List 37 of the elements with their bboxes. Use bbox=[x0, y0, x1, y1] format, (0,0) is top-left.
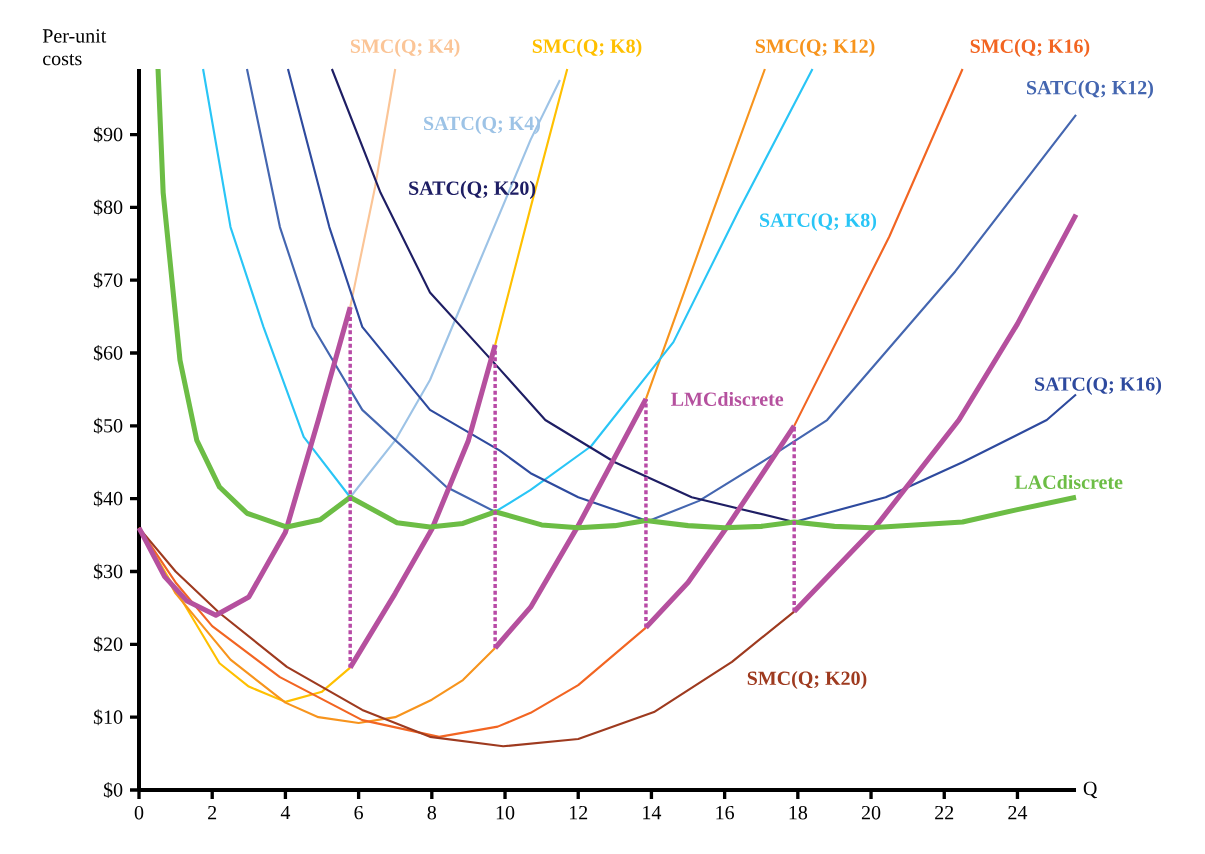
y-tick-label: $30 bbox=[93, 563, 123, 580]
x-tick-label: 20 bbox=[861, 805, 881, 820]
x-tick-label: 10 bbox=[496, 805, 515, 820]
x-tick-label: 8 bbox=[427, 805, 437, 820]
x-tick-label: 6 bbox=[354, 805, 364, 820]
y-tick-label: $40 bbox=[93, 490, 123, 507]
x-tick-label: 2 bbox=[208, 805, 217, 820]
y-tick-label: $50 bbox=[93, 417, 123, 434]
x-tick-label: 16 bbox=[716, 805, 735, 820]
series-label: SMC(Q; K12) bbox=[755, 38, 875, 57]
x-tick-label: 0 bbox=[134, 805, 144, 820]
x-tick-label: 4 bbox=[280, 805, 291, 820]
y-tick-label: $60 bbox=[93, 345, 123, 362]
y-tick-label: $70 bbox=[93, 272, 123, 289]
x-tick-label: 18 bbox=[789, 805, 808, 820]
x-tick-label: 12 bbox=[569, 805, 588, 820]
y-tick-label: $20 bbox=[93, 636, 123, 653]
series-label: SMC(Q; K8) bbox=[532, 38, 642, 57]
series-label: SATC(Q; K16) bbox=[1035, 376, 1162, 395]
x-tick-label: 24 bbox=[1008, 805, 1028, 820]
series-label: SMC(Q; K20) bbox=[747, 670, 867, 690]
series-label: SATC(Q; K12) bbox=[1027, 80, 1153, 99]
y-tick-label: $10 bbox=[93, 709, 123, 726]
series-label: LMCdiscrete bbox=[671, 391, 784, 406]
series-label: SMC(Q; K16) bbox=[970, 38, 1090, 57]
x-tick-label: 14 bbox=[643, 805, 662, 820]
series-label: LACdiscrete bbox=[1014, 474, 1123, 489]
series-label: SMC(Q; K4) bbox=[350, 38, 460, 57]
line-series bbox=[349, 78, 561, 499]
y-axis-title: Per-unit costs bbox=[42, 29, 107, 66]
series-label: SATC(Q; K20) bbox=[409, 180, 536, 199]
y-tick-label: $90 bbox=[93, 126, 123, 143]
y-tick-label: $80 bbox=[93, 199, 123, 216]
x-tick-label: 22 bbox=[935, 805, 954, 820]
series-label: SATC(Q; K8) bbox=[760, 212, 877, 232]
y-tick-label: $0 bbox=[103, 782, 123, 799]
x-axis-title: Q bbox=[1083, 781, 1098, 799]
